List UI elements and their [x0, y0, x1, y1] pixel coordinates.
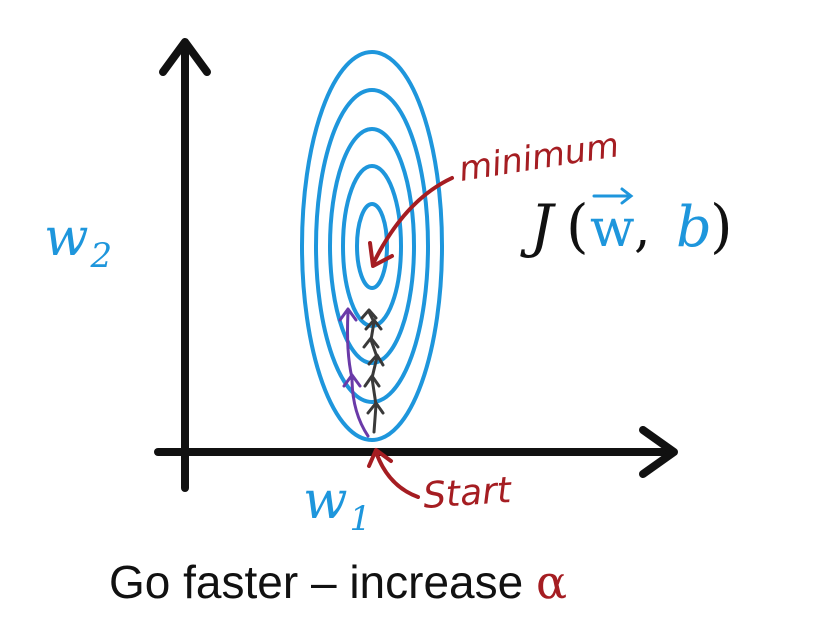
y-axis-arrowhead [159, 38, 211, 76]
w1-axis-label: w1 [303, 471, 371, 539]
axes [154, 38, 678, 492]
svg-text:J: J [520, 192, 556, 260]
caption: Go faster – increase α [109, 555, 567, 609]
contour-lines [300, 50, 444, 442]
contour-ring-5 [355, 202, 389, 290]
small-step-arrow [370, 376, 378, 407]
cost-fn-w: w [590, 199, 635, 259]
minimum-pointer [368, 176, 454, 268]
large-step-path [338, 307, 370, 438]
svg-text:): ) [710, 192, 733, 260]
small-step-arrow [369, 320, 376, 342]
large-step-arrowhead [338, 307, 358, 322]
small-step-arrow [367, 310, 376, 324]
start-pointer [367, 448, 420, 499]
caption-alpha: α [536, 555, 567, 609]
small-step-path [360, 308, 385, 434]
minimum-pointer-arrowhead [368, 241, 394, 268]
start-pointer-arrowhead [367, 448, 393, 468]
contour-ring-1 [300, 50, 444, 442]
contour-ring-3 [328, 127, 416, 365]
svg-text:(: ( [566, 192, 589, 260]
minimum-pointer-line [372, 176, 454, 264]
small-step-arrow [370, 355, 379, 380]
minimum-annotation: minimum [456, 125, 622, 190]
small-step-arrowhead [360, 308, 378, 320]
large-step-arrow [346, 310, 354, 380]
start-annotation: Start [422, 470, 514, 517]
caption-text: Go faster – increase [109, 556, 536, 608]
svg-text:b: b [676, 195, 712, 260]
cost-function-label: J ( w , b ) [520, 187, 733, 260]
small-step-arrow [372, 403, 378, 434]
svg-text:w: w [590, 199, 635, 259]
large-step-arrow [350, 376, 370, 438]
contour-ring-2 [314, 88, 430, 404]
cost-fn-close-paren: ) [710, 192, 733, 260]
start-pointer-line [374, 450, 420, 499]
w2-axis-label: w2 [44, 208, 112, 276]
cost-fn-b: b [676, 195, 712, 260]
x-axis-arrowhead [639, 426, 678, 478]
cost-fn-J: J [520, 192, 556, 260]
svg-text:,: , [634, 199, 651, 259]
cost-fn-comma: , [634, 199, 651, 259]
vector-arrow-icon [592, 187, 634, 205]
cost-fn-open-paren: ( [566, 192, 589, 260]
small-step-arrow [369, 338, 379, 359]
